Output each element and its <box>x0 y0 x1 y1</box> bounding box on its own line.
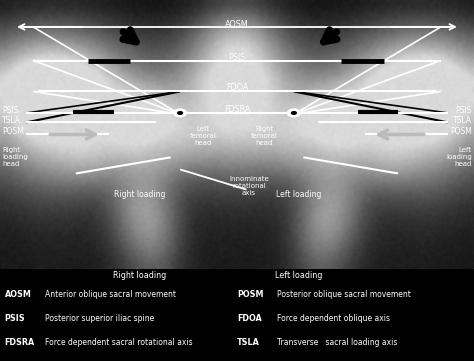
Circle shape <box>288 109 300 117</box>
Text: Right loading: Right loading <box>113 271 166 280</box>
Text: Force dependent sacral rotational axis: Force dependent sacral rotational axis <box>45 338 192 347</box>
Text: Left
femoral
head: Left femoral head <box>190 126 216 146</box>
Text: Left loading: Left loading <box>275 271 322 280</box>
Text: TSLA: TSLA <box>2 116 21 125</box>
Text: POSM: POSM <box>2 127 24 136</box>
Text: POSM: POSM <box>450 127 472 136</box>
Text: PSIS: PSIS <box>455 106 472 115</box>
Text: Innominate
rotational
axis: Innominate rotational axis <box>229 177 269 196</box>
Text: PSIS: PSIS <box>2 106 19 115</box>
Text: AOSM: AOSM <box>225 20 249 29</box>
Circle shape <box>174 109 186 117</box>
Text: Right
loading
head: Right loading head <box>2 147 28 168</box>
Text: TSLA: TSLA <box>237 338 260 347</box>
Text: PSIS: PSIS <box>228 53 246 62</box>
Text: Posterior oblique sacral movement: Posterior oblique sacral movement <box>277 290 411 299</box>
Text: POSM: POSM <box>237 290 264 299</box>
Text: Transverse   sacral loading axis: Transverse sacral loading axis <box>277 338 398 347</box>
Text: FDSRA: FDSRA <box>224 105 250 114</box>
Circle shape <box>292 112 296 114</box>
Text: Anterior oblique sacral movement: Anterior oblique sacral movement <box>45 290 176 299</box>
Text: FDOA: FDOA <box>226 83 248 92</box>
Text: Posterior superior iliac spine: Posterior superior iliac spine <box>45 314 154 323</box>
Text: FDSRA: FDSRA <box>5 338 35 347</box>
Text: Left
loading
head: Left loading head <box>446 147 472 168</box>
Circle shape <box>178 112 182 114</box>
Text: TSLA: TSLA <box>453 116 472 125</box>
Text: Force dependent oblique axis: Force dependent oblique axis <box>277 314 390 323</box>
Text: Left loading: Left loading <box>276 191 321 200</box>
Text: Right loading: Right loading <box>114 191 165 200</box>
Text: PSIS: PSIS <box>5 314 26 323</box>
Text: AOSM: AOSM <box>5 290 32 299</box>
Text: FDOA: FDOA <box>237 314 262 323</box>
Text: Right
femoral
head: Right femoral head <box>251 126 278 146</box>
